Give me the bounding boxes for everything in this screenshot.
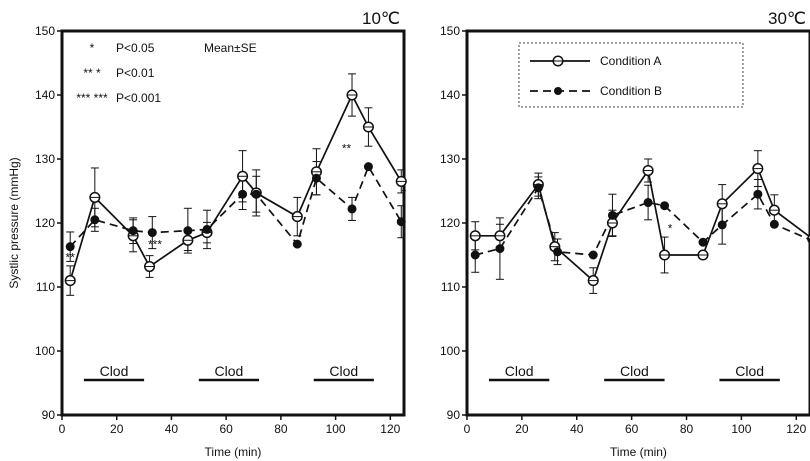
data-point-condition-b — [607, 210, 617, 220]
data-point-condition-b — [183, 226, 193, 236]
data-point-condition-b — [347, 204, 357, 214]
p-key-label: P<0.001 — [116, 91, 161, 105]
data-point-condition-b — [65, 242, 75, 252]
y-tick-label: 120 — [35, 216, 55, 230]
chart-title: 30℃ — [768, 9, 806, 28]
x-tick-label: 80 — [274, 422, 288, 436]
significance-mark: ** — [66, 250, 76, 264]
x-tick-label: 100 — [731, 422, 751, 436]
y-tick-label: 130 — [440, 152, 460, 166]
clod-label: Clod — [214, 363, 243, 379]
significance-mark: * — [668, 222, 673, 236]
plot-frame — [60, 29, 406, 417]
y-tick-label: 90 — [447, 408, 461, 422]
chart-title: 10℃ — [362, 9, 400, 28]
legend-marker — [554, 87, 562, 95]
x-tick-label: 20 — [110, 422, 124, 436]
y-tick-label: 110 — [36, 280, 55, 294]
y-tick-label: 130 — [35, 152, 55, 166]
x-tick-label: 120 — [786, 422, 806, 436]
significance-mark: *** — [148, 238, 162, 252]
data-point-condition-b — [238, 189, 248, 199]
y-tick-label: 150 — [440, 24, 460, 38]
x-tick-label: 60 — [625, 422, 639, 436]
y-tick-label: 150 — [35, 24, 55, 38]
x-tick-label: 120 — [380, 422, 400, 436]
p-key-stars: *** *** — [76, 91, 108, 105]
y-tick-label: 120 — [440, 216, 460, 230]
x-axis-label: Time (min) — [205, 445, 262, 459]
p-key-stars: ** * — [83, 66, 101, 80]
x-axis-label: Time (min) — [610, 445, 667, 459]
x-tick-label: 40 — [165, 422, 179, 436]
data-point-condition-b — [470, 250, 480, 260]
y-axis-label: Systlic pressure (mmHg) — [7, 157, 21, 288]
chart-panel-2: 90 100 110 120 130 140 150 0 20 40 60 80 100 120 30℃ Ti… — [440, 9, 810, 459]
data-point-condition-b — [660, 201, 670, 211]
y-tick-label: 100 — [35, 344, 55, 358]
data-point-condition-b — [251, 189, 261, 199]
chart-panel-1: 90 100 110 120 130 140 150 0 20 40 60 80 100 120 10℃ Ti… — [7, 9, 407, 459]
data-point-condition-b — [553, 247, 563, 257]
data-point-condition-b — [202, 224, 212, 234]
data-point-condition-b — [495, 244, 505, 254]
x-tick-label: 40 — [570, 422, 584, 436]
x-tick-label: 20 — [515, 422, 529, 436]
data-point-condition-b — [311, 173, 321, 183]
data-point-condition-b — [753, 189, 763, 199]
x-tick-label: 80 — [680, 422, 694, 436]
clod-label: Clod — [100, 363, 129, 379]
data-point-condition-b — [533, 183, 543, 193]
data-point-condition-b — [698, 237, 708, 247]
clod-label: Clod — [329, 363, 358, 379]
y-tick-label: 90 — [42, 408, 56, 422]
p-key-label: P<0.01 — [116, 66, 155, 80]
data-point-condition-b — [363, 162, 373, 172]
data-point-condition-b — [147, 228, 157, 238]
data-point-condition-b — [643, 198, 653, 208]
mean-se-label: Mean±SE — [204, 41, 257, 55]
data-point-condition-b — [128, 226, 138, 236]
series-line-condition-a — [69, 93, 402, 281]
data-point-condition-b — [769, 219, 779, 229]
x-tick-label: 60 — [219, 422, 233, 436]
y-tick-label: 140 — [35, 88, 55, 102]
series-line-condition-a — [475, 167, 810, 283]
p-key-stars: * — [90, 41, 95, 55]
x-tick-label: 100 — [326, 422, 346, 436]
y-tick-label: 110 — [441, 280, 460, 294]
legend-label: Condition A — [600, 54, 661, 68]
x-tick-label: 0 — [59, 422, 66, 436]
data-point-condition-b — [396, 217, 406, 227]
clod-label: Clod — [505, 363, 534, 379]
clod-label: Clod — [620, 363, 649, 379]
x-tick-label: 0 — [464, 422, 471, 436]
data-point-condition-b — [717, 220, 727, 230]
p-key-label: P<0.05 — [116, 41, 155, 55]
significance-mark: ** — [342, 142, 352, 156]
data-point-condition-b — [588, 250, 598, 260]
data-point-condition-b — [90, 215, 100, 225]
legend-box — [518, 42, 744, 108]
significance-mark: * — [402, 186, 407, 200]
y-tick-label: 140 — [440, 88, 460, 102]
clod-label: Clod — [735, 363, 764, 379]
legend-label: Condition B — [600, 84, 662, 98]
y-tick-label: 100 — [440, 344, 460, 358]
legend: Condition A Condition B — [518, 42, 744, 108]
data-point-condition-b — [292, 239, 302, 249]
